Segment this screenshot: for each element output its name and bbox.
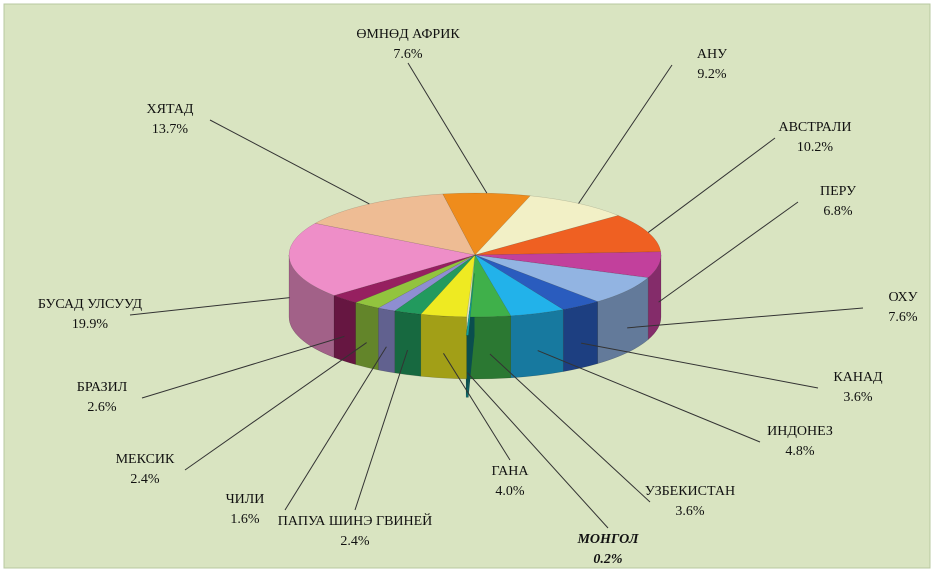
leader-line — [443, 353, 511, 461]
value-label: 1.6% — [230, 512, 260, 527]
slice-side — [394, 310, 422, 377]
category-label: УЗБЕКИСТАН — [645, 484, 735, 499]
leader-line — [407, 62, 488, 194]
slice — [465, 273, 475, 336]
slice — [420, 254, 476, 318]
slice-side — [468, 315, 511, 380]
category-label: ОХУ — [888, 290, 917, 305]
value-label: 4.0% — [495, 484, 525, 499]
slice-side — [420, 314, 467, 380]
slice — [377, 254, 476, 312]
category-label: ИНДОНЕЗ — [767, 424, 833, 439]
value-label: 2.4% — [130, 472, 160, 487]
slice — [474, 254, 564, 317]
value-label: 2.6% — [87, 400, 117, 415]
value-label: 7.6% — [888, 310, 918, 325]
slice-side — [510, 309, 564, 379]
leader-line — [129, 297, 290, 316]
category-label: АНУ — [697, 47, 727, 62]
slice — [474, 254, 649, 302]
leader-line — [209, 119, 370, 205]
leader-line — [141, 335, 345, 399]
leader-line — [284, 346, 387, 511]
value-label: 13.7% — [152, 122, 189, 137]
leader-line — [581, 342, 819, 389]
slice-side — [562, 301, 598, 372]
value-label: 7.6% — [393, 47, 423, 62]
leader-line — [578, 64, 673, 204]
category-label: ГАНА — [492, 464, 530, 479]
slice — [333, 254, 476, 303]
value-label: 19.9% — [72, 317, 109, 332]
slice-side — [355, 302, 379, 371]
value-label: 4.8% — [785, 444, 815, 459]
value-label: 3.6% — [675, 504, 705, 519]
slice — [314, 193, 476, 256]
slice — [474, 251, 662, 278]
value-label: 3.6% — [843, 390, 873, 405]
leader-line — [647, 137, 776, 233]
leader-line — [537, 350, 761, 443]
slice — [442, 192, 531, 256]
slice — [394, 254, 476, 315]
leader-line — [658, 201, 799, 303]
category-label: КАНАД — [833, 370, 883, 385]
slice-side — [333, 295, 356, 365]
slice — [474, 215, 662, 256]
category-label: ЧИЛИ — [226, 492, 265, 507]
category-label: ӨМНӨД АФРИК — [356, 27, 460, 42]
slice — [474, 195, 620, 256]
category-label: ПАПУА ШИНЭ ГВИНЕЙ — [278, 512, 433, 529]
category-label: ПЕРУ — [820, 184, 856, 199]
leader-line — [354, 349, 409, 511]
category-label: АВСТРАЛИ — [778, 120, 851, 135]
leader-line — [627, 307, 864, 329]
category-label: БУСАД УЛСУУД — [38, 297, 143, 312]
value-label: 10.2% — [797, 140, 834, 155]
slice — [288, 223, 476, 296]
leader-line — [184, 342, 367, 471]
value-label: 6.8% — [823, 204, 853, 219]
category-label: БРАЗИЛ — [77, 380, 128, 395]
leader-line — [489, 353, 651, 503]
leader-line — [466, 372, 609, 529]
value-label: 9.2% — [697, 67, 727, 82]
category-label: МОНГОЛ — [576, 532, 638, 547]
slice — [474, 254, 599, 310]
category-label: МЕКСИК — [116, 452, 175, 467]
category-label: ХЯТАД — [147, 102, 194, 117]
value-label: 2.4% — [340, 534, 370, 549]
slice-side — [378, 307, 395, 374]
slice — [354, 254, 476, 309]
value-label: 0.2% — [593, 552, 622, 567]
